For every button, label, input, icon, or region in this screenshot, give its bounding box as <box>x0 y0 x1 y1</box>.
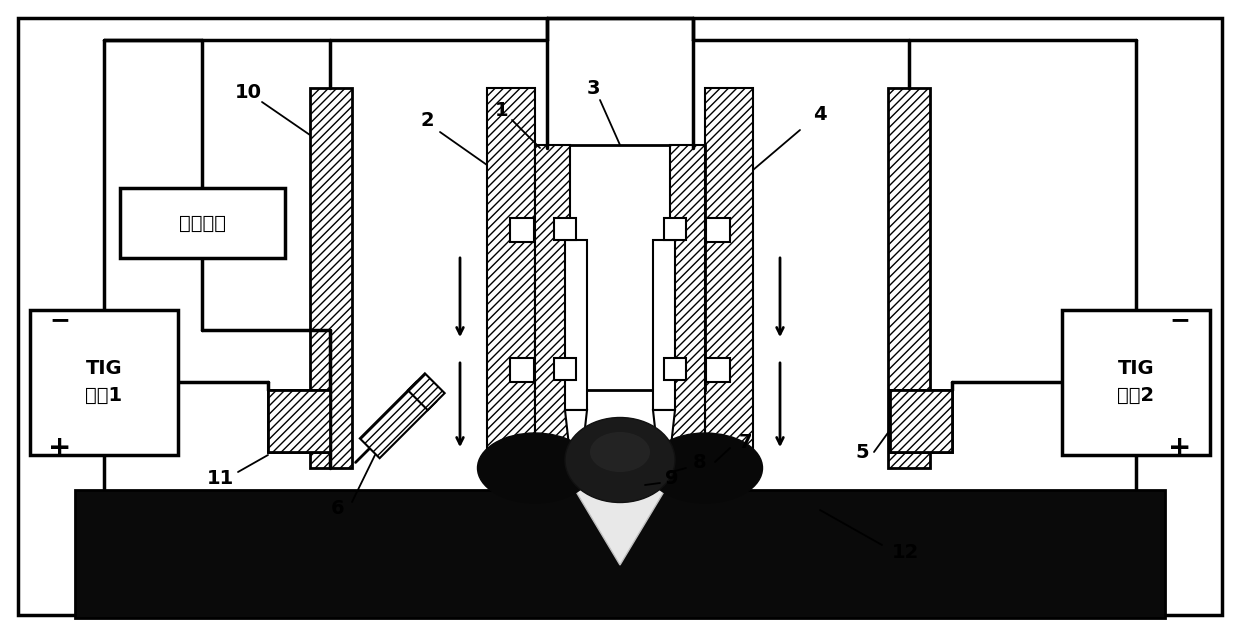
Text: 8: 8 <box>693 453 707 472</box>
Polygon shape <box>575 490 665 565</box>
Bar <box>653 240 675 410</box>
Bar <box>1061 310 1210 455</box>
Bar <box>310 88 352 468</box>
Bar <box>534 145 706 390</box>
Ellipse shape <box>477 433 593 503</box>
Ellipse shape <box>590 432 650 472</box>
Text: −: − <box>1169 308 1190 332</box>
Text: 3: 3 <box>587 78 600 97</box>
Polygon shape <box>360 382 436 458</box>
Text: 6: 6 <box>331 499 345 518</box>
Bar <box>534 145 570 455</box>
Bar <box>890 390 952 452</box>
Bar <box>663 358 686 380</box>
Bar <box>120 188 285 258</box>
Bar <box>706 218 730 242</box>
Text: 11: 11 <box>206 468 233 487</box>
Text: 4: 4 <box>813 106 827 125</box>
Ellipse shape <box>565 418 675 503</box>
Text: TIG
电源1: TIG 电源1 <box>86 360 123 404</box>
Ellipse shape <box>647 433 763 503</box>
Bar <box>74 490 1166 618</box>
Polygon shape <box>408 373 445 410</box>
Bar <box>670 145 706 455</box>
Text: 12: 12 <box>892 542 919 561</box>
Text: TIG
电源2: TIG 电源2 <box>1117 360 1154 404</box>
Text: 励磁电源: 励磁电源 <box>179 213 226 232</box>
Bar <box>890 390 952 452</box>
Bar <box>706 88 753 458</box>
Polygon shape <box>653 410 675 485</box>
Polygon shape <box>565 410 587 485</box>
Bar <box>663 218 686 240</box>
Polygon shape <box>487 458 534 490</box>
Text: +: + <box>1168 434 1192 462</box>
Text: −: − <box>50 308 71 332</box>
Text: 9: 9 <box>665 468 678 487</box>
Bar <box>554 218 577 240</box>
Bar <box>268 390 330 452</box>
Bar <box>510 358 534 382</box>
Text: 2: 2 <box>420 111 434 130</box>
Bar <box>565 240 587 410</box>
Bar <box>487 88 534 458</box>
Text: 10: 10 <box>234 82 262 101</box>
Bar <box>510 218 534 242</box>
Bar <box>706 358 730 382</box>
Bar <box>888 88 930 468</box>
Text: 1: 1 <box>495 101 508 120</box>
Polygon shape <box>706 458 753 490</box>
Bar <box>30 310 179 455</box>
Bar <box>554 358 577 380</box>
Text: +: + <box>48 434 72 462</box>
Text: 7: 7 <box>738 432 751 451</box>
Bar <box>268 390 330 452</box>
Text: 5: 5 <box>856 442 869 461</box>
